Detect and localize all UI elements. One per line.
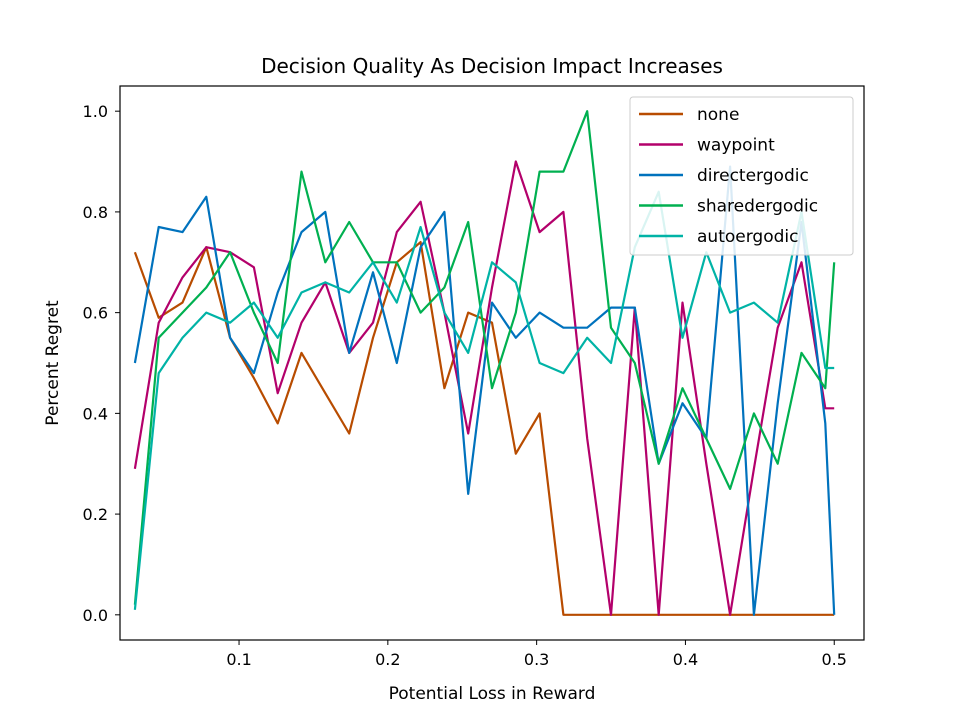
- series-line-sharedergodic: [133, 110, 836, 605]
- axis-ticks: 0.1 0.2 0.3 0.4 0.5 0.0 0.2 0.4 0.6 0.8 1.0: [83, 102, 847, 669]
- y-tick-label: 1.0: [83, 102, 108, 121]
- legend-label-sharedergodic: sharedergodic: [697, 197, 818, 217]
- x-tick-label: 0.4: [673, 650, 698, 669]
- series-line-waypoint: [133, 160, 835, 616]
- legend-label-autoergodic: autoergodic: [697, 227, 798, 247]
- x-axis-label: Potential Loss in Reward: [389, 684, 596, 704]
- series-line-autoergodic: [133, 190, 835, 610]
- legend-label-directergodic: directergodic: [697, 166, 809, 186]
- x-tick-label: 0.2: [375, 650, 400, 669]
- legend-box: [629, 96, 854, 256]
- y-axis-label: Percent Regret: [43, 300, 63, 426]
- x-tick-label: 0.5: [822, 650, 847, 669]
- legend: none waypoint directergodic sharedergodic au…: [629, 96, 854, 256]
- y-tick-label: 0.4: [83, 404, 108, 423]
- plot-frame: [119, 85, 865, 641]
- legend-label-waypoint: waypoint: [697, 136, 775, 156]
- legend-label-none: none: [697, 105, 739, 125]
- y-tick-label: 0.2: [83, 505, 108, 524]
- x-tick-label: 0.1: [226, 650, 251, 669]
- chart-title: Decision Quality As Decision Impact Incr…: [261, 54, 723, 78]
- x-tick-label: 0.3: [524, 650, 549, 669]
- y-tick-label: 0.0: [83, 606, 108, 625]
- y-tick-label: 0.8: [83, 203, 108, 222]
- y-tick-label: 0.6: [83, 304, 108, 323]
